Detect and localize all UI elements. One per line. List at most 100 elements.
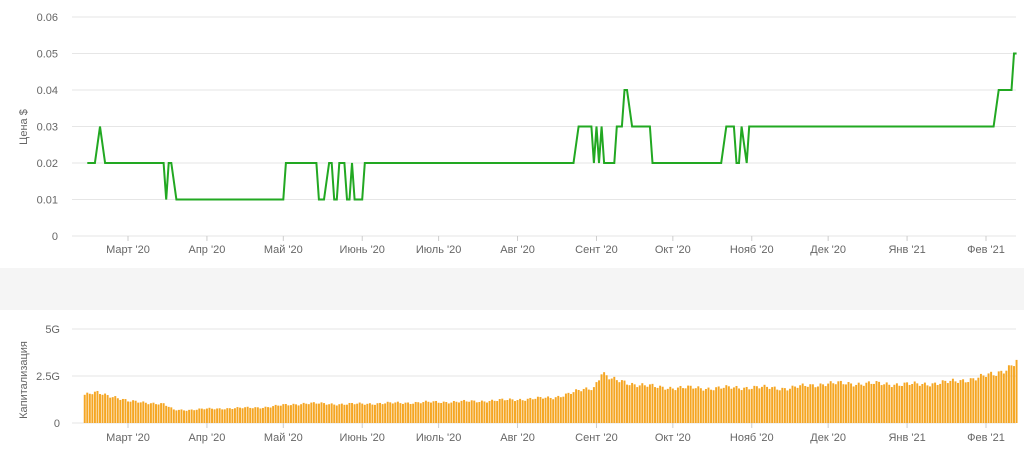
market-cap-bar [239,407,241,423]
market-cap-bar [491,399,494,423]
market-cap-bar [343,404,346,423]
market-cap-bar [340,403,343,423]
market-cap-bar [226,408,229,423]
market-cap-bar [620,380,623,423]
market-cap-bar [898,385,901,423]
market-cap-axis-title: Капитализация [18,341,30,419]
price-axis-title: Цена $ [18,109,30,145]
market-cap-bar [842,384,845,423]
market-cap-bar [205,408,208,423]
market-cap-bar [906,382,909,423]
market-cap-bar [83,394,86,423]
price-x-tick-label: Сент '20 [575,244,618,256]
market-cap-bar [735,385,738,423]
market-cap-bar [338,404,341,423]
market-cap-bar [648,384,651,423]
market-cap-bar [300,404,303,423]
market-cap-x-tick-label: Май '20 [264,432,303,444]
market-cap-bar [687,385,690,423]
market-cap-bar [302,402,305,423]
market-cap-bar [888,384,891,423]
market-cap-bar [389,402,392,423]
market-cap-bar [941,380,944,423]
market-cap-bar [328,404,331,423]
market-cap-bar [557,395,560,423]
market-cap-bar [702,390,705,423]
market-cap-bar [748,389,751,423]
market-cap-bar [366,403,369,423]
market-cap-chart: 0 2.5G 5G Март '20 Апр '20 Май '20 Июнь '20 Ию… [18,324,1018,444]
market-cap-bar [804,385,807,423]
market-cap-bar [855,384,858,423]
price-x-tick-label: Дек '20 [810,244,846,256]
market-cap-bar [399,403,402,423]
market-cap-bar [913,381,916,423]
market-cap-bar [674,390,677,423]
market-cap-bar [666,388,669,423]
market-cap-bar [671,388,674,423]
market-cap-bar [542,398,544,423]
market-cap-bar [694,388,697,423]
market-cap-bar [908,384,911,423]
market-cap-bar [249,407,252,423]
market-cap-bar [990,371,993,423]
market-cap-bar [261,407,264,423]
market-cap-bar [458,402,460,423]
price-y-tick-label: 0.04 [37,85,58,97]
market-cap-bar [992,375,995,423]
market-cap-bar [274,404,277,423]
market-cap-bar [954,381,957,423]
market-cap-bar [572,392,575,423]
market-cap-bar [419,403,422,423]
market-cap-bar [829,381,832,423]
market-cap-bar [974,380,977,423]
market-cap-bar [661,386,664,423]
market-cap-bar [335,405,338,423]
market-cap-bar [570,393,572,423]
market-cap-bar [659,385,662,423]
market-cap-bar [732,387,735,423]
market-cap-bar [946,383,949,423]
market-cap-bar [468,401,471,423]
price-x-tick-label: Окт '20 [655,244,691,256]
market-cap-bar [409,403,412,423]
market-cap-bar [432,401,435,423]
market-cap-bar [816,386,819,423]
market-cap-bar [931,383,934,423]
market-cap-bar [862,385,865,423]
market-cap-bar [967,382,970,423]
market-cap-bar [96,390,99,423]
market-cap-bar [121,398,124,423]
market-cap-bar [233,408,236,423]
market-cap-bar [1005,370,1008,423]
market-cap-bar [595,382,598,423]
market-cap-bar [979,373,982,423]
market-cap-bar [442,401,445,423]
market-cap-bar [134,400,137,423]
market-cap-bar [921,384,924,423]
market-cap-bar [251,408,254,423]
market-cap-bar [496,401,499,423]
market-cap-bar [618,382,621,423]
market-cap-bar [185,410,188,423]
market-cap-bar [689,385,692,423]
market-cap-bar [180,409,183,423]
market-cap-bar [254,407,257,423]
market-cap-bar [361,403,364,423]
market-cap-bar [211,408,213,423]
market-cap-bar [376,403,379,423]
market-cap-bar [524,400,527,423]
market-cap-bar [379,402,382,423]
market-cap-bar [348,402,351,423]
market-cap-bar [371,404,374,423]
market-cap-bar [132,400,135,423]
market-cap-bar [297,405,300,423]
market-cap-bar [183,410,185,423]
market-cap-bar [330,403,333,423]
market-cap-bar [289,405,292,423]
market-cap-bar [498,399,501,423]
market-cap-bar [781,387,784,423]
market-cap-bar [641,383,644,423]
price-y-tick-label: 0.05 [37,49,58,61]
market-cap-bar [796,387,799,423]
